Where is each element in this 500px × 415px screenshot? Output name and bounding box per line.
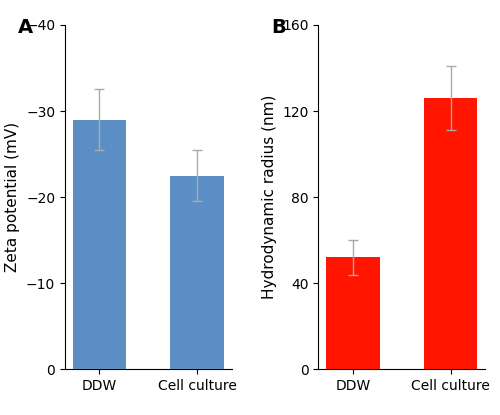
Text: B: B xyxy=(272,18,286,37)
Y-axis label: Hydrodynamic radius (nm): Hydrodynamic radius (nm) xyxy=(262,95,276,299)
Bar xyxy=(424,98,478,369)
Text: A: A xyxy=(18,18,34,37)
Bar xyxy=(72,120,126,369)
Bar xyxy=(170,176,224,369)
Y-axis label: Zeta potential (mV): Zeta potential (mV) xyxy=(6,122,20,272)
Bar xyxy=(326,257,380,369)
